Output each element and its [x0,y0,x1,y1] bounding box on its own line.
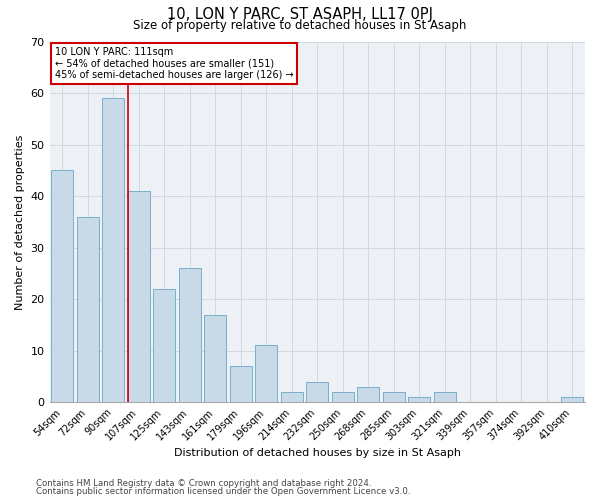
Bar [230,366,251,402]
Bar [281,392,302,402]
Bar [562,397,583,402]
Bar [154,289,175,402]
Bar [77,216,98,402]
Text: 10 LON Y PARC: 111sqm
← 54% of detached houses are smaller (151)
45% of semi-det: 10 LON Y PARC: 111sqm ← 54% of detached … [55,47,293,80]
Text: Contains public sector information licensed under the Open Government Licence v3: Contains public sector information licen… [36,487,410,496]
X-axis label: Distribution of detached houses by size in St Asaph: Distribution of detached houses by size … [174,448,461,458]
Text: Size of property relative to detached houses in St Asaph: Size of property relative to detached ho… [133,18,467,32]
Text: Contains HM Land Registry data © Crown copyright and database right 2024.: Contains HM Land Registry data © Crown c… [36,478,371,488]
Bar [103,98,124,402]
Bar [409,397,430,402]
Bar [332,392,353,402]
Bar [434,392,455,402]
Bar [128,191,149,402]
Bar [256,346,277,402]
Bar [383,392,404,402]
Bar [307,382,328,402]
Bar [179,268,200,402]
Bar [52,170,73,402]
Y-axis label: Number of detached properties: Number of detached properties [15,134,25,310]
Bar [358,386,379,402]
Bar [205,314,226,402]
Text: 10, LON Y PARC, ST ASAPH, LL17 0PJ: 10, LON Y PARC, ST ASAPH, LL17 0PJ [167,8,433,22]
